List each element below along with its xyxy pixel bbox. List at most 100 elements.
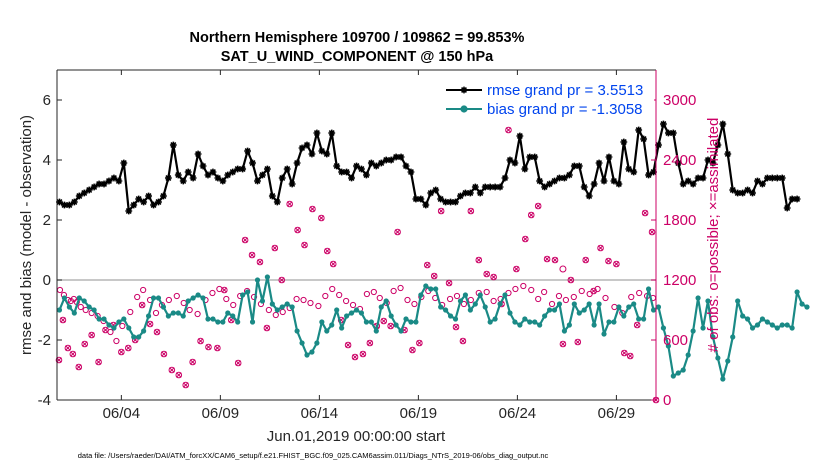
obs-possible-point [265,306,272,314]
bias-point [403,316,409,322]
bias-point [131,334,137,340]
rmse-point [224,171,232,179]
chart-title-line1: Northern Hemisphere 109700 / 109862 = 99… [190,30,525,46]
x-tick-label: 06/19 [400,405,438,422]
obs-assimilated-circle [221,286,228,294]
bias-point [591,322,597,328]
rmse-point [160,192,167,200]
rmse-point [278,174,286,182]
obs-assimilated-cross [582,257,589,263]
rmse-point [773,174,781,182]
obs-possible-point [467,296,474,304]
rmse-point [214,174,222,182]
rmse-point [650,168,657,176]
obs-assimilated-circle [286,200,293,208]
obs-assimilated-circle [197,337,204,345]
obs-assimilated-circle [323,247,331,255]
rmse-point [669,129,677,137]
bias-point [522,316,528,322]
bias-point [700,325,706,331]
rmse-point [635,126,643,134]
obs-assimilated-circle [256,258,264,266]
obs-assimilated-circle [409,346,416,354]
obs-possible-point [250,293,258,301]
bias-point [606,319,612,325]
bias-point [96,316,102,322]
bias-point [373,328,379,334]
obs-assimilated-cross [286,201,293,207]
obs-assimilated-point [522,235,529,243]
x-axis-ticks: 06/04 06/09 06/14 06/19 06/24 06/29 [103,70,635,422]
bias-point [551,307,558,313]
bias-point [695,295,701,301]
obs-assimilated-point [605,257,612,265]
obs-assimilated-cross [154,329,160,335]
bias-point [566,322,572,328]
rmse-point [531,153,539,161]
obs-assimilated-circle [445,279,453,287]
obs-assimilated-cross [483,271,490,277]
bias-point [764,319,770,325]
obs-assimilated-cross [125,345,132,351]
rmse-point [407,168,415,176]
obs-possible-point [453,292,461,300]
obs-assimilated-circle [551,256,559,264]
rmse-point [234,165,242,173]
obs-assimilated-point [551,256,559,264]
bias-point [774,325,780,331]
obs-assimilated-circle [153,328,161,336]
obs-assimilated-point [168,366,176,374]
bias-point [155,295,162,301]
bias-point [512,319,518,325]
obs-assimilated-circle [590,287,597,295]
rmse-point [432,186,440,194]
rmse-point [496,183,504,191]
bias-point [254,277,261,283]
rmse-point [412,195,420,203]
legend-rmse-label: rmse grand pr = 3.5513 [487,82,643,99]
bias-point [299,340,305,346]
bias-point [388,313,394,319]
obs-assimilated-point [359,350,367,358]
obs-assimilated-point [278,276,286,284]
bias-point [180,313,186,319]
obs-assimilated-circle [351,353,359,361]
obs-possible-point [578,287,585,295]
rmse-point [298,144,306,152]
bias-series [56,274,810,382]
obs-possible-point [300,296,307,304]
bias-point [527,319,533,325]
bias-point [759,316,766,322]
bias-point [329,322,335,328]
bias-point [368,319,374,325]
obs-assimilated-circle [205,343,212,351]
obs-assimilated-point [146,320,154,328]
bias-point [101,316,107,322]
rmse-point [358,165,365,173]
obs-assimilated-cross [424,262,431,268]
right-tick-label: 3000 [663,92,696,109]
obs-assimilated-point [160,350,168,358]
bias-point [641,316,647,322]
legend-bias-marker [460,105,468,113]
obs-assimilated-cross [522,236,529,242]
bias-point [447,313,454,319]
obs-assimilated-cross [249,252,255,258]
x-tick-label: 06/09 [202,405,240,422]
bias-point [378,304,384,310]
obs-assimilated-point [559,340,567,348]
obs-assimilated-cross [431,273,437,279]
bias-point [363,319,370,325]
obs-assimilated-cross [102,327,109,333]
bias-point [111,325,117,331]
obs-assimilated-cross [505,127,512,133]
rmse-point [85,186,93,194]
rmse-point [209,168,217,176]
obs-assimilated-point [534,202,542,210]
obs-assimilated-cross [460,338,466,344]
rmse-point [417,195,425,203]
obs-possible-point [173,292,180,300]
rmse-point [313,129,321,137]
rmse-point [397,153,405,161]
rmse-point [719,120,727,128]
